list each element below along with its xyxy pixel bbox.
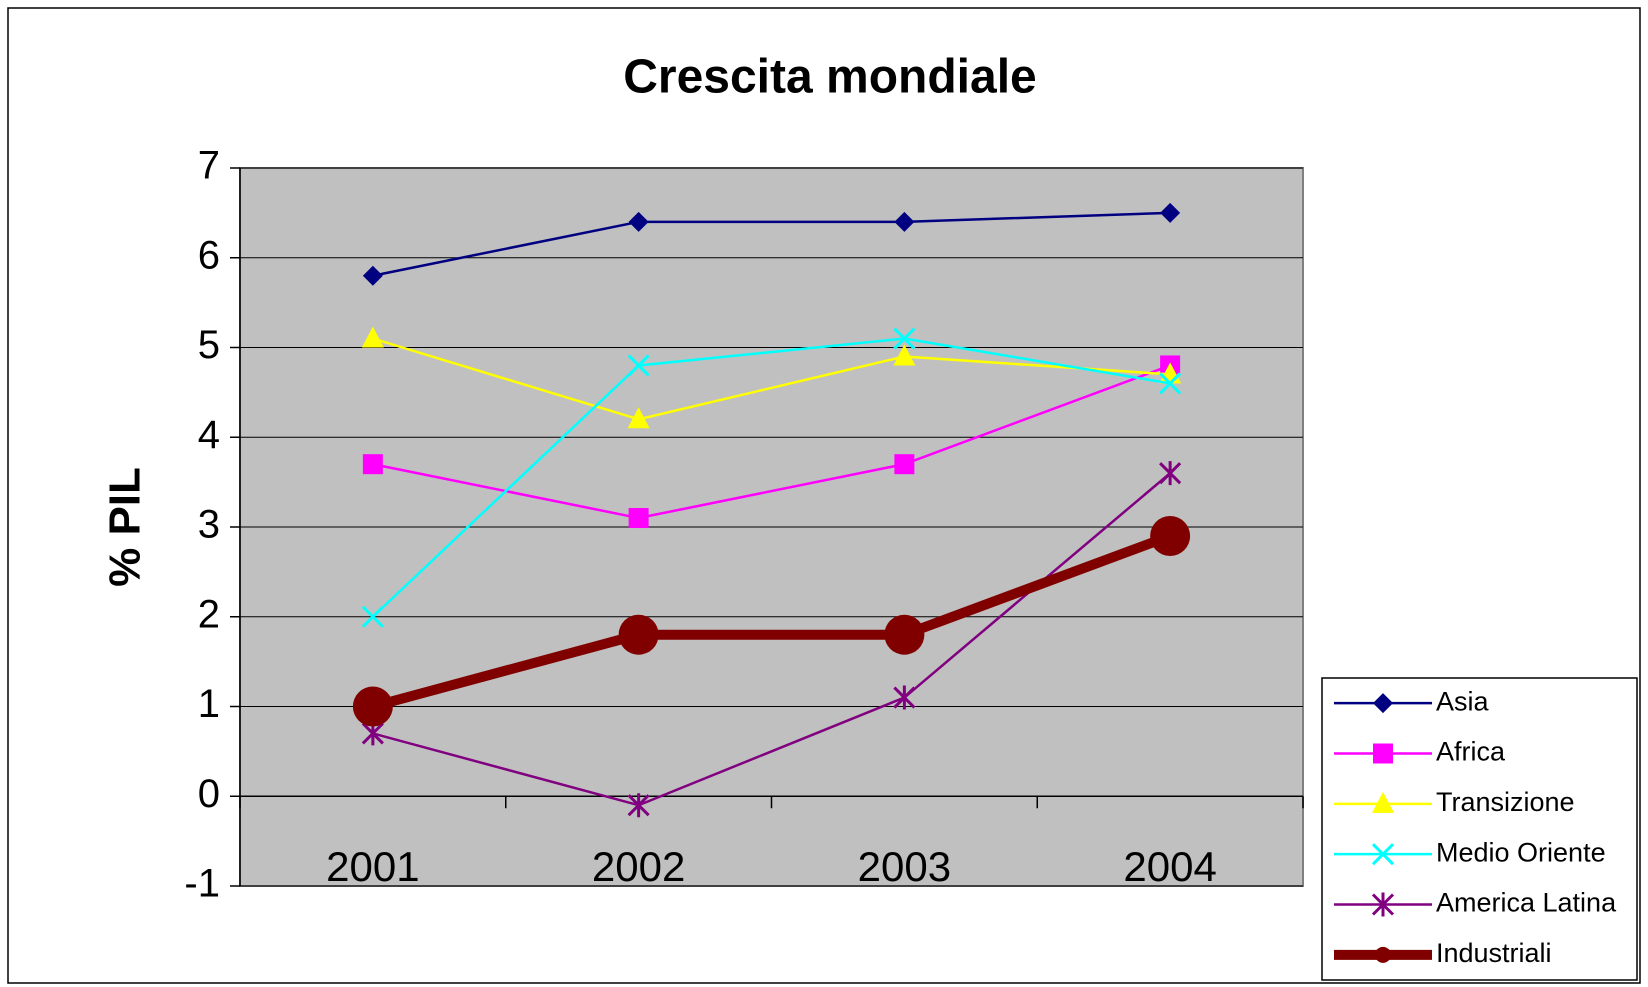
marker — [627, 354, 650, 377]
x-tick-label: 2002 — [592, 843, 685, 890]
marker — [352, 686, 393, 727]
y-tick-label: 6 — [198, 233, 220, 277]
marker — [1375, 946, 1391, 963]
marker — [1373, 743, 1393, 764]
marker — [627, 793, 650, 818]
marker — [1150, 515, 1191, 556]
y-tick-label: -1 — [184, 862, 220, 906]
marker — [884, 614, 925, 655]
marker — [893, 685, 916, 710]
y-tick-label: 4 — [198, 413, 220, 457]
x-tick-label: 2001 — [326, 843, 419, 890]
marker — [1371, 843, 1395, 866]
legend-label: Africa — [1436, 737, 1506, 767]
marker — [1373, 693, 1393, 714]
marker — [893, 344, 916, 366]
marker — [627, 407, 650, 429]
series-line — [372, 211, 1171, 277]
y-tick-label: 7 — [198, 144, 220, 188]
series-line — [372, 337, 1171, 421]
marker — [618, 614, 659, 655]
series-line — [371, 531, 1172, 712]
x-tick-label: 2004 — [1123, 843, 1216, 890]
marker — [361, 326, 384, 348]
marker — [628, 211, 649, 232]
y-tick-label: 3 — [198, 503, 220, 547]
marker — [362, 454, 383, 475]
legend-label: America Latina — [1436, 888, 1617, 918]
y-tick-label: 5 — [198, 323, 220, 367]
marker — [894, 454, 915, 475]
marker — [1159, 461, 1182, 486]
x-tick-label: 2003 — [858, 843, 951, 890]
marker — [1372, 791, 1394, 813]
marker — [1159, 372, 1182, 395]
marker — [1371, 892, 1395, 917]
legend-label: Medio Oriente — [1436, 837, 1606, 867]
legend — [1321, 677, 1638, 981]
y-tick-label: 1 — [198, 682, 220, 726]
marker — [628, 508, 649, 529]
marker — [894, 211, 915, 232]
legend-label: Transizione — [1436, 787, 1575, 817]
marker — [1160, 202, 1181, 223]
chart-title: Crescita mondiale — [623, 51, 1036, 104]
marker — [362, 265, 383, 286]
series-line — [372, 337, 1171, 618]
marker — [893, 327, 916, 350]
legend-label: Asia — [1436, 686, 1490, 716]
y-axis-label: % PIL — [101, 467, 150, 587]
legend-label: Industriali — [1436, 938, 1552, 968]
y-tick-label: 0 — [198, 772, 220, 816]
marker — [361, 605, 384, 628]
y-tick-label: 2 — [198, 592, 220, 636]
